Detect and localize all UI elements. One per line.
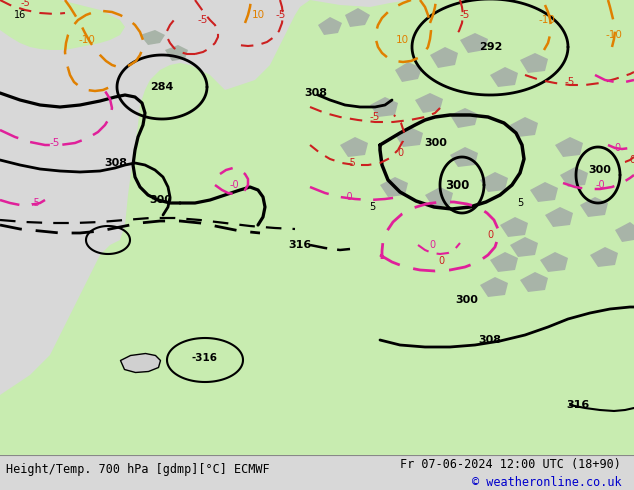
Text: -5: -5 (460, 10, 470, 20)
Text: © weatheronline.co.uk: © weatheronline.co.uk (472, 476, 621, 489)
Text: 308: 308 (479, 335, 501, 345)
Text: Height/Temp. 700 hPa [gdmp][°C] ECMWF: Height/Temp. 700 hPa [gdmp][°C] ECMWF (6, 463, 270, 475)
Text: 292: 292 (479, 42, 503, 52)
Text: 0: 0 (438, 256, 444, 266)
Text: 16: 16 (14, 10, 26, 20)
Text: -5: -5 (50, 138, 60, 148)
Text: 300: 300 (588, 165, 611, 175)
Text: 0: 0 (629, 155, 634, 165)
Text: 5: 5 (517, 198, 523, 208)
Text: -5: -5 (565, 77, 575, 87)
Text: -10: -10 (79, 35, 96, 45)
Text: -10: -10 (538, 15, 555, 25)
Text: -5: -5 (276, 10, 286, 20)
Text: -0: -0 (229, 180, 239, 190)
Text: 300: 300 (150, 195, 172, 205)
Text: 300: 300 (425, 138, 448, 148)
Text: -5: -5 (20, 0, 30, 8)
Text: 0: 0 (397, 148, 403, 158)
Text: -10: -10 (605, 30, 623, 40)
Text: -0: -0 (595, 180, 605, 190)
Text: 10: 10 (252, 10, 264, 20)
Text: 0: 0 (487, 230, 493, 240)
Text: 300: 300 (445, 178, 469, 192)
Text: Fr 07-06-2024 12:00 UTC (18+90): Fr 07-06-2024 12:00 UTC (18+90) (401, 458, 621, 471)
Text: 0: 0 (429, 240, 435, 250)
Text: -5: -5 (30, 198, 40, 208)
Text: 5: 5 (369, 202, 375, 212)
Text: 284: 284 (150, 82, 174, 92)
Text: 316: 316 (288, 240, 312, 250)
Text: 308: 308 (105, 158, 127, 168)
Text: 316: 316 (566, 400, 590, 410)
Text: -0: -0 (343, 192, 353, 202)
Text: -316: -316 (192, 353, 218, 363)
Text: -5: -5 (346, 158, 356, 168)
Text: 308: 308 (304, 88, 328, 98)
Text: -5: -5 (198, 15, 208, 25)
Text: 0: 0 (614, 143, 620, 153)
Text: -5: -5 (370, 112, 380, 122)
Text: 10: 10 (396, 35, 408, 45)
Text: 300: 300 (456, 295, 479, 305)
